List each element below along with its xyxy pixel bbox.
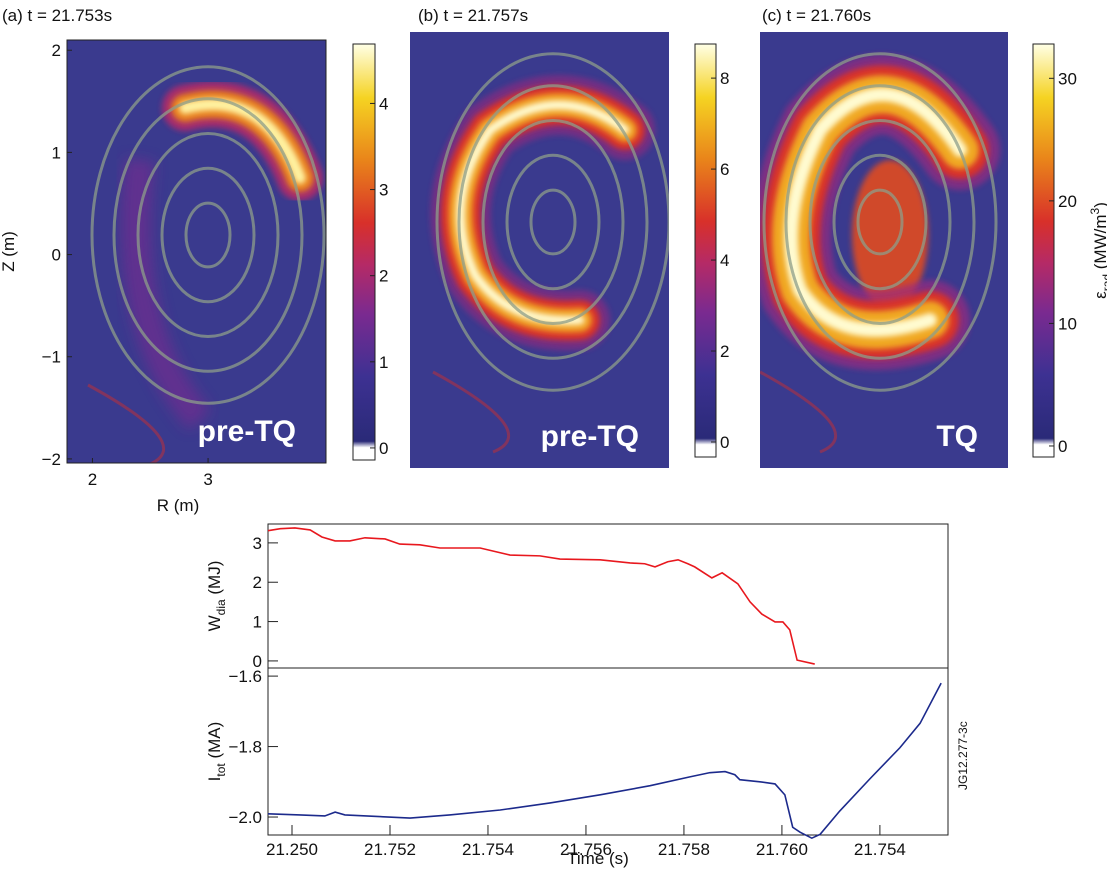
label-part: (MA) xyxy=(205,722,224,764)
y-tick-label: 2 xyxy=(253,573,262,592)
y-tick-label: −1.8 xyxy=(228,738,262,757)
x-tick-label: 21.756 xyxy=(560,840,612,859)
colorbar-tick-label: 3 xyxy=(379,181,388,200)
y-tick-label: −2 xyxy=(42,450,61,469)
y-tick-label: −1 xyxy=(42,348,61,367)
axes-frame xyxy=(267,523,949,669)
colorbar xyxy=(1032,43,1055,458)
x-tick-label: 21.754 xyxy=(854,840,906,859)
colorbar-tick-label: 0 xyxy=(1058,437,1067,456)
colorbar-tick-label: 10 xyxy=(1058,314,1077,333)
figure-id: JG12.277-3c xyxy=(956,721,970,790)
x-tick-label: 21.754 xyxy=(462,840,514,859)
colorbar-tick-label: 0 xyxy=(379,439,388,458)
tomography-image xyxy=(410,32,669,468)
axes-frame xyxy=(66,39,327,464)
x-tick-label: 21.752 xyxy=(364,840,416,859)
y-axis-label: Itot (MA) xyxy=(205,722,228,782)
axes-frame xyxy=(267,667,949,836)
y-axis-label: Z (m) xyxy=(0,231,18,272)
x-axis-label: Time (s) xyxy=(567,849,629,868)
colorbar-tick-label: 8 xyxy=(720,69,729,88)
label-part: W xyxy=(205,615,224,631)
x-tick-label: 21.250 xyxy=(266,840,318,859)
label-part: I xyxy=(205,777,224,782)
label-part: dia xyxy=(214,599,228,615)
colorbar xyxy=(694,43,717,458)
colorbar-tick-label: 4 xyxy=(720,251,729,270)
label-part: rad xyxy=(1100,274,1107,291)
colorbar-tick-label: 20 xyxy=(1058,192,1077,211)
colorbar xyxy=(352,43,376,461)
y-tick-label: 2 xyxy=(52,41,61,60)
y-tick-label: 1 xyxy=(52,143,61,162)
y-tick-label: 3 xyxy=(253,534,262,553)
x-axis-label: R (m) xyxy=(157,496,199,515)
y-axis-label: Wdia (MJ) xyxy=(205,561,228,632)
label-part: 3 xyxy=(1088,207,1102,214)
colorbar-tick-label: 4 xyxy=(379,94,388,113)
data-line xyxy=(267,682,942,840)
tomography-image xyxy=(67,40,326,463)
colorbar-label: εrad (MW/m3) xyxy=(1088,202,1107,299)
x-tick-label: 2 xyxy=(88,470,97,489)
y-tick-label: −1.6 xyxy=(228,667,262,686)
data-line xyxy=(267,527,815,665)
y-tick-label: 1 xyxy=(253,613,262,632)
phase-label: pre-TQ xyxy=(198,415,296,448)
y-tick-label: 0 xyxy=(52,246,61,265)
colorbar-tick-label: 6 xyxy=(720,160,729,179)
colorbar-tick-label: 0 xyxy=(720,433,729,452)
phase-label: TQ xyxy=(936,420,978,453)
label-part: (MW/m xyxy=(1091,214,1107,273)
x-tick-label: 21.758 xyxy=(658,840,710,859)
x-tick-label: 3 xyxy=(203,470,212,489)
colorbar-tick-label: 2 xyxy=(720,342,729,361)
colorbar-tick-label: 2 xyxy=(379,267,388,286)
phase-label: pre-TQ xyxy=(541,420,639,453)
label-part: ) xyxy=(1091,202,1107,208)
colorbar-tick-label: 1 xyxy=(379,353,388,372)
panel-title: (c) t = 21.760s xyxy=(762,6,871,25)
panel-title: (a) t = 21.753s xyxy=(2,6,112,25)
label-part: ε xyxy=(1091,291,1107,299)
panel-title: (b) t = 21.757s xyxy=(418,6,528,25)
label-part: (MJ) xyxy=(205,561,224,600)
y-tick-label: −2.0 xyxy=(228,808,262,827)
x-tick-label: 21.760 xyxy=(756,840,808,859)
label-part: tot xyxy=(214,763,228,777)
tomography-image xyxy=(760,32,1008,468)
colorbar-tick-label: 30 xyxy=(1058,69,1077,88)
y-tick-label: 0 xyxy=(253,652,262,671)
